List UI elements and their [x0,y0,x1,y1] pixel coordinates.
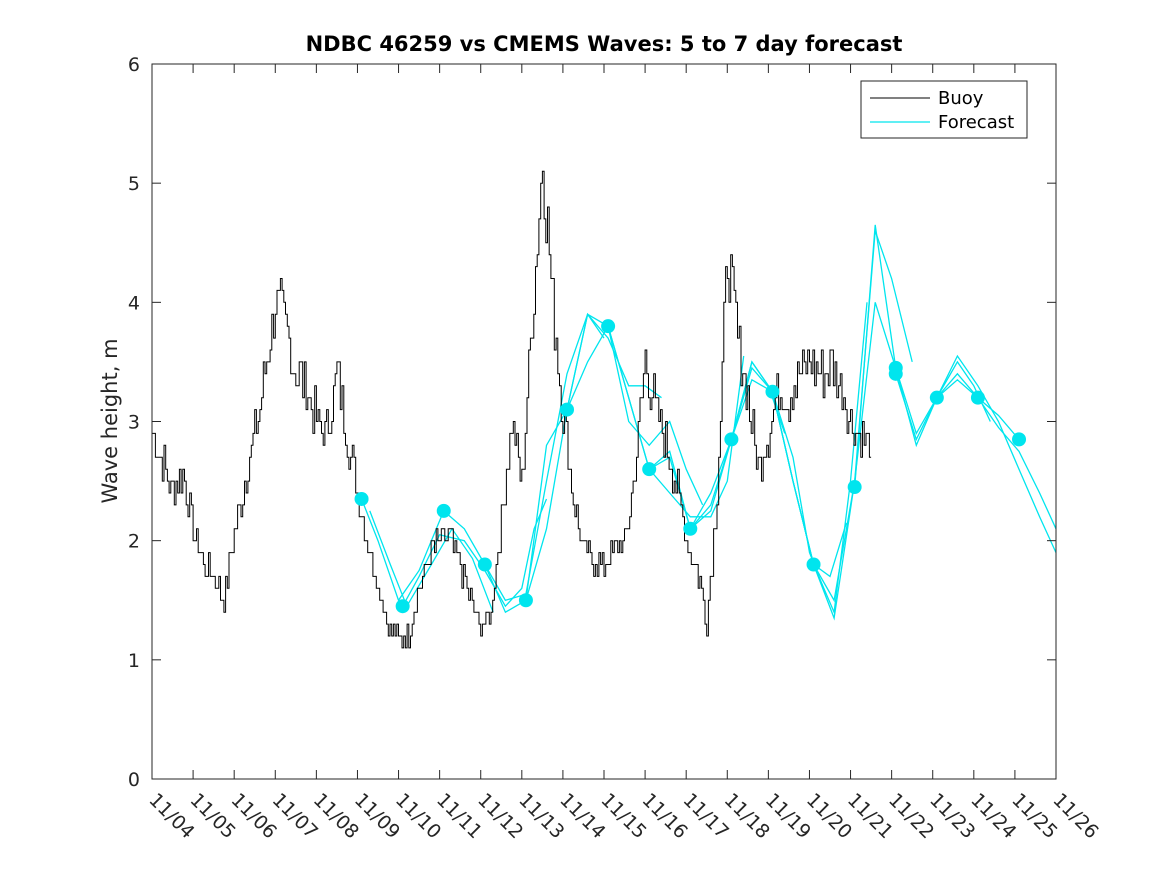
x-tick-label: 11/19 [761,789,815,843]
y-axis-label: Wave height, m [98,338,122,503]
x-tick-label: 11/11 [432,789,486,843]
x-tick-label: 11/25 [1007,789,1061,843]
forecast-marker [765,384,780,399]
chart-title: NDBC 46259 vs CMEMS Waves: 5 to 7 day fo… [306,32,903,56]
x-tick-label: 11/26 [1048,789,1102,843]
legend: Buoy Forecast [860,80,1028,139]
x-tick-label: 11/04 [144,789,198,843]
x-tick-label: 11/13 [514,789,568,843]
forecast-marker [970,390,985,405]
y-tick-label: 2 [128,531,140,553]
forecast-marker [477,557,492,572]
y-tick-label: 0 [128,769,140,791]
x-tick-label: 11/18 [720,789,774,843]
forecast-marker [436,503,451,518]
x-tick-label: 11/17 [679,789,733,843]
forecast-marker [683,521,698,536]
legend-box [860,80,1028,139]
forecast-marker [724,432,739,447]
x-tick-label: 11/05 [186,789,240,843]
x-tick-label: 11/06 [227,789,281,843]
legend-label-forecast: Forecast [938,112,1014,133]
forecast-marker [601,319,616,334]
forecast-marker [354,491,369,506]
y-tick-label: 6 [128,54,140,76]
forecast-marker [1012,432,1027,447]
x-tick-label: 11/07 [268,789,322,843]
forecast-marker [929,390,944,405]
forecast-line [648,378,827,595]
y-axis: 0 1 2 3 4 5 6 [128,54,1056,791]
x-tick-label: 11/12 [473,789,527,843]
series-layer [152,170,1057,649]
y-tick-label: 5 [128,173,140,195]
forecast-line [525,313,704,601]
x-tick-label: 11/21 [843,789,897,843]
x-tick-label: 11/22 [884,789,938,843]
y-tick-label: 3 [128,412,140,434]
legend-label-buoy: Buoy [938,88,984,109]
x-tick-label: 11/09 [350,789,404,843]
y-tick-label: 1 [128,650,140,672]
forecast-marker [847,480,862,495]
forecast-marker [395,599,410,614]
y-tick-label: 4 [128,292,140,314]
x-tick-label: 11/20 [802,789,856,843]
forecast-line [854,224,1057,553]
forecast-marker [888,366,903,381]
markers-layer [354,319,1027,614]
forecast-marker [518,593,533,608]
x-tick-label: 11/15 [596,789,650,843]
x-tick-label: 11/23 [925,789,979,843]
forecast-line [730,230,913,621]
forecast-marker [642,462,657,477]
buoy-line [152,170,872,649]
x-tick-label: 11/08 [309,789,363,843]
x-tick-label: 11/10 [391,789,445,843]
x-tick-label: 11/14 [555,789,609,843]
x-tick-label: 11/24 [966,789,1020,843]
forecast-marker [806,557,821,572]
x-tick-label: 11/16 [638,789,692,843]
plot-area [152,64,1056,779]
forecast-line [360,498,445,602]
forecast-marker [560,402,575,417]
